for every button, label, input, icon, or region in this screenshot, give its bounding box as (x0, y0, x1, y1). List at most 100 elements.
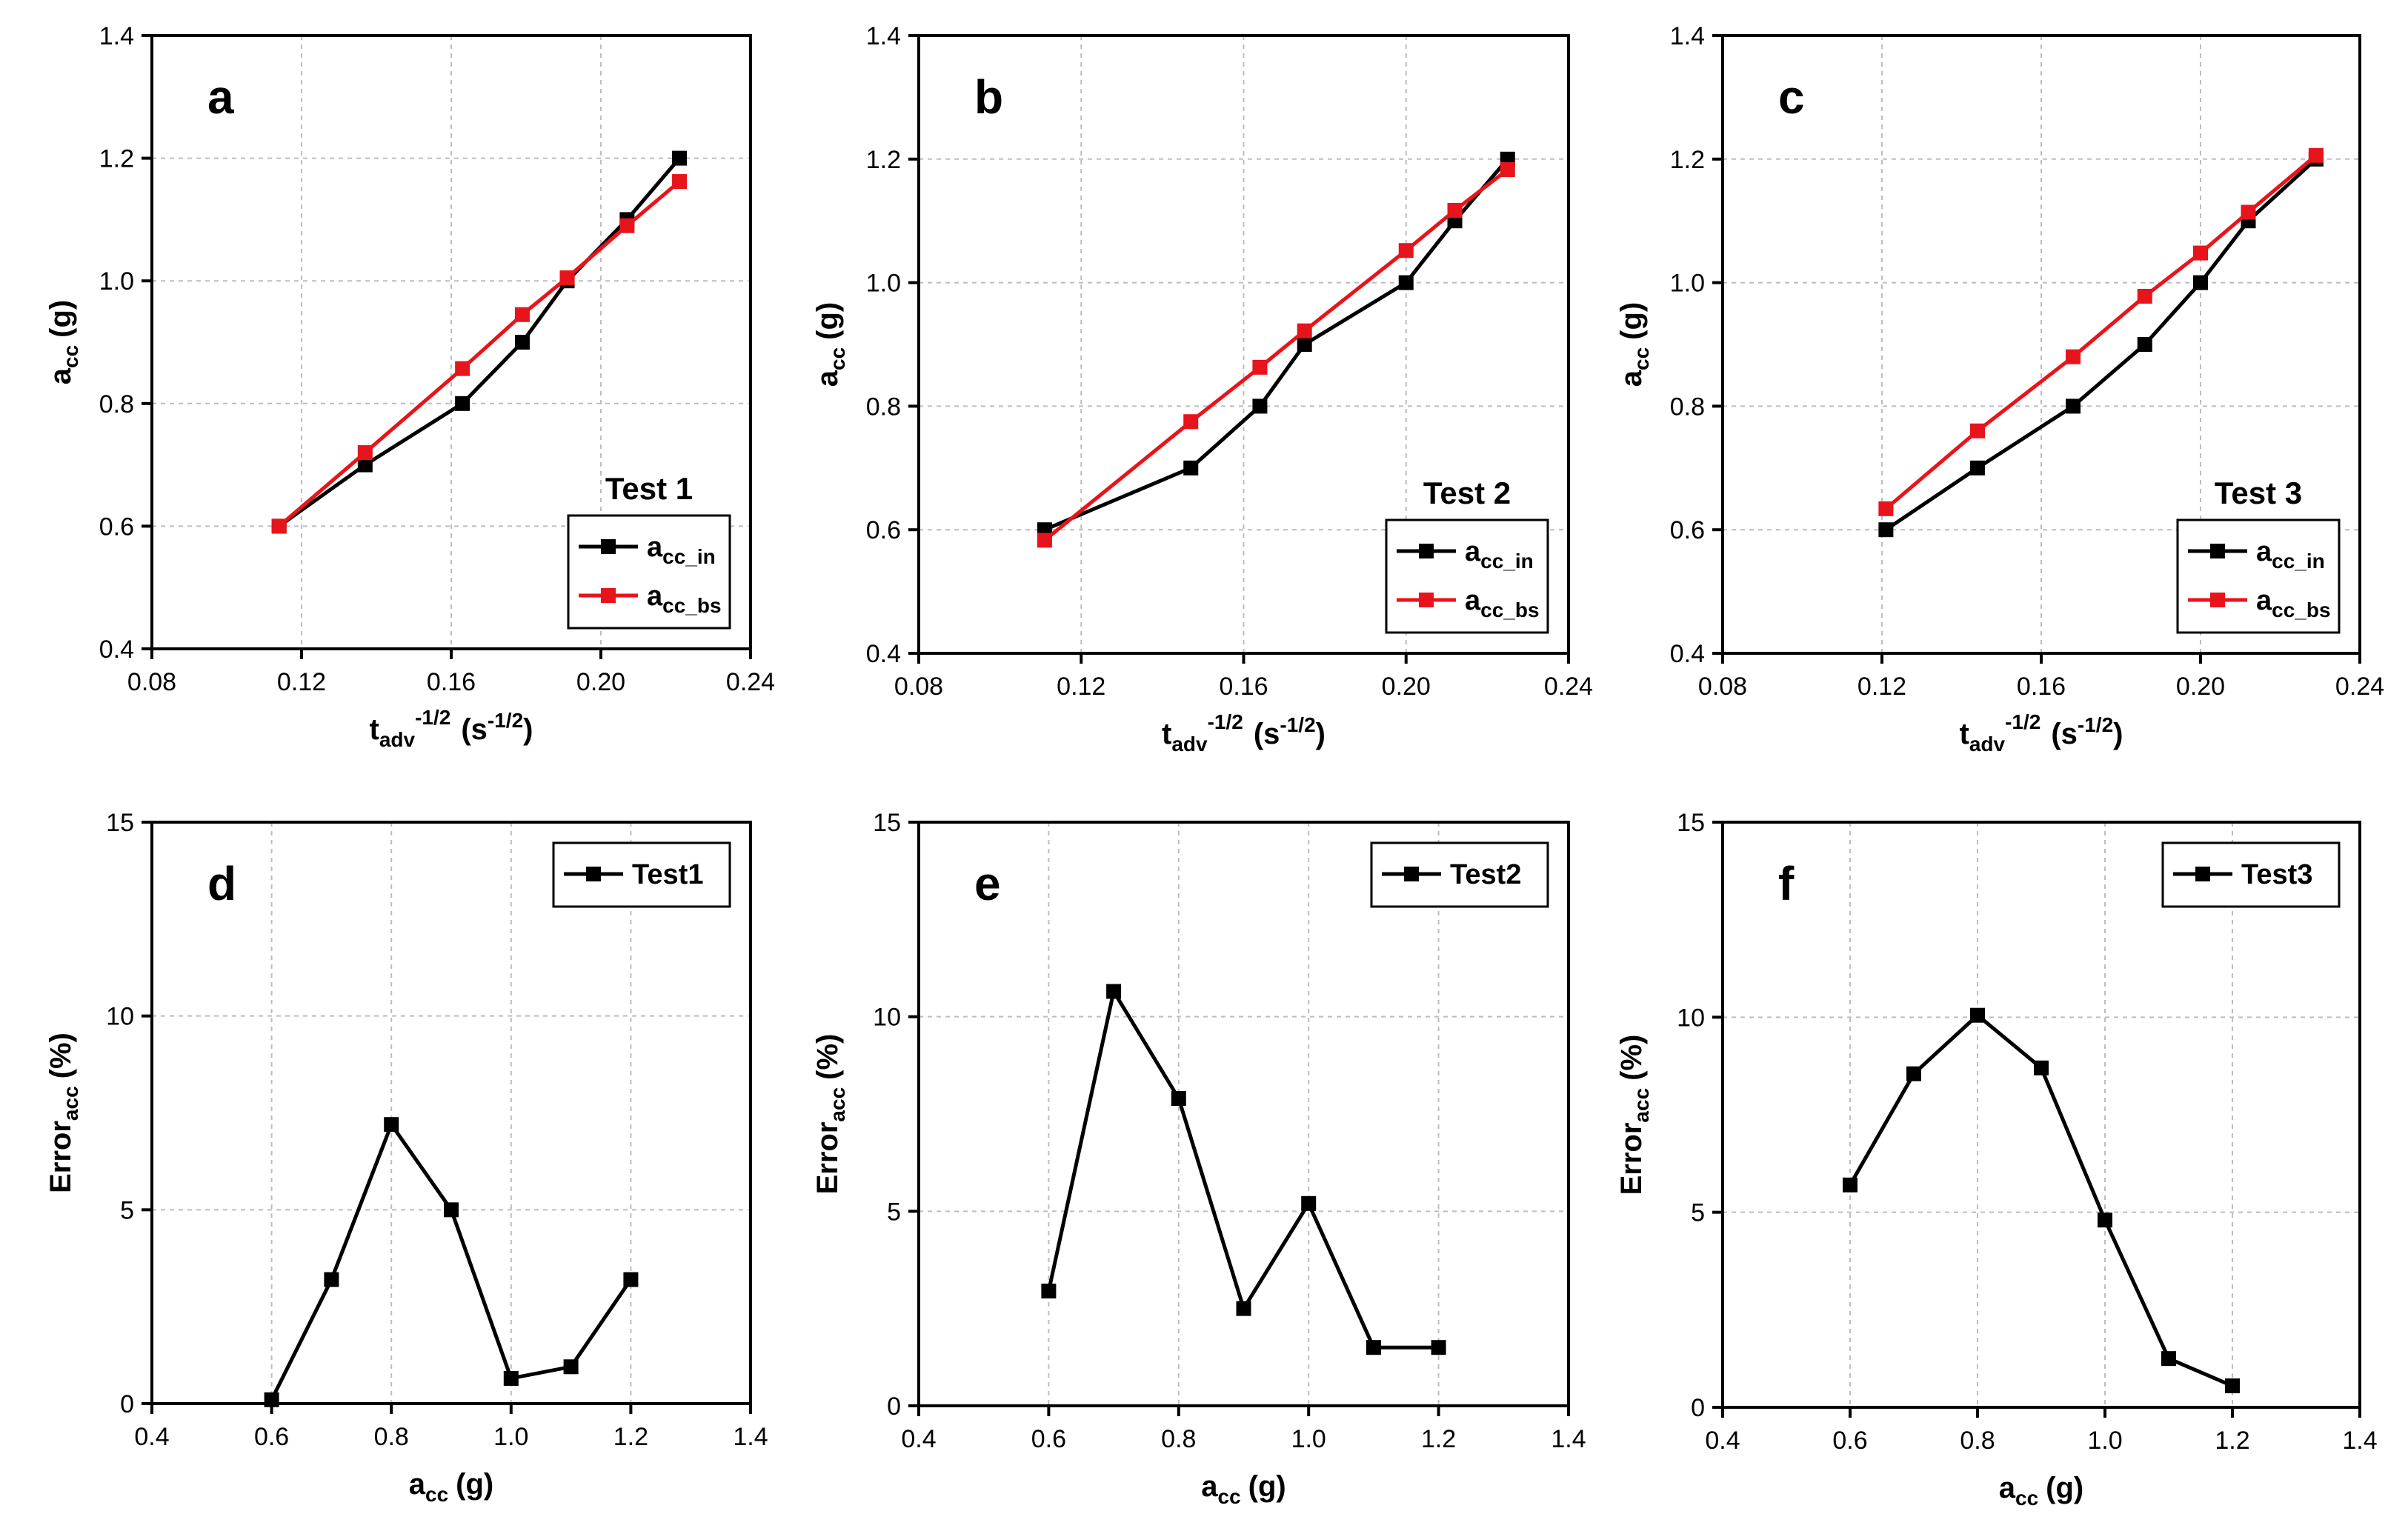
x-tick-label: 0.24 (1544, 673, 1593, 701)
x-tick-label: 0.24 (726, 668, 775, 696)
panel-letter: e (974, 857, 1001, 910)
legend-label: acc_in (647, 532, 716, 568)
legend-swatch-marker (1404, 867, 1419, 881)
x-tick-label: 1.2 (2215, 1427, 2249, 1455)
y-tick-label: 5 (887, 1198, 901, 1226)
legend-label: acc_bs (1465, 585, 1540, 621)
legend-label: Test1 (632, 859, 703, 890)
y-tick-label: 0.6 (1670, 516, 1705, 544)
data-point (2137, 288, 2152, 304)
gridlines (919, 822, 1569, 1406)
legend-label: Test2 (1450, 859, 1521, 890)
data-point (672, 150, 688, 166)
data-point (2066, 349, 2081, 364)
legend-box (2176, 518, 2341, 634)
x-tick-label: 0.8 (374, 1423, 409, 1451)
gridlines (152, 822, 751, 1404)
data-point (1041, 1284, 1057, 1299)
x-axis-title: acc (g) (409, 1468, 493, 1506)
y-tick-label: 15 (1677, 809, 1705, 837)
data-point (1252, 398, 1268, 414)
legend: Test1 (552, 841, 731, 908)
legend-box (1385, 518, 1549, 634)
gridlines (919, 36, 1569, 653)
x-axis-title: tadv-1/2 (s-1/2) (1960, 710, 2123, 756)
chart-panel-a: 0.08 0.12 0.16 0.20 0.24 0.4 0.6 0.8 1.0 1.2 1.4 ta… (44, 22, 775, 751)
data-point (1843, 1177, 1857, 1193)
y-axis-title: Erroracc(%) (1615, 1035, 1653, 1195)
data-point (1970, 423, 1985, 438)
data-point (1301, 1195, 1317, 1211)
data-point (271, 518, 287, 534)
x-tick-label: 0.6 (254, 1423, 289, 1451)
data-point (2308, 147, 2324, 163)
y-tick-label: 10 (106, 1003, 134, 1031)
x-tick-label: 0.12 (1057, 673, 1105, 701)
plot-frame (917, 821, 1570, 1407)
data-point (1970, 460, 1985, 476)
chart-panel-e: 0.4 0.6 0.8 1.0 1.2 1.4 0 5 10 15 acc (g) Erroracc(%… (811, 809, 1586, 1508)
data-point (384, 1117, 399, 1133)
x-tick-label: 1.0 (1291, 1425, 1326, 1453)
data-point (503, 1370, 519, 1386)
legend-label: Test3 (2241, 859, 2312, 890)
series-cc_bs (1878, 147, 2324, 516)
legend-swatch-marker (1419, 593, 1434, 607)
y-tick-label: 0 (887, 1392, 901, 1421)
y-tick-label: 1.0 (1670, 270, 1705, 298)
x-tick-label: 0.6 (1031, 1425, 1066, 1453)
y-tick-label: 10 (873, 1004, 901, 1032)
legend-label: acc_in (2256, 536, 2325, 573)
x-tick-label: 0.16 (427, 668, 476, 696)
y-axis-title: Erroracc(%) (44, 1033, 82, 1193)
data-point (1431, 1340, 1446, 1355)
x-axis-title: tadv-1/2 (s-1/2) (1162, 710, 1326, 756)
y-tick-label: 5 (120, 1196, 134, 1224)
y-tick-label: 0.4 (866, 640, 901, 668)
y-tick-label: 1.2 (1670, 146, 1705, 174)
chart-panel-b: 0.08 0.12 0.16 0.20 0.24 0.4 0.6 0.8 1.0 1.2 1.4 ta… (811, 22, 1593, 756)
x-axis-title: tadv-1/2 (s-1/2) (370, 706, 533, 751)
data-point (2137, 337, 2152, 352)
x-tick-label: 1.0 (493, 1423, 528, 1451)
y-tick-label: 10 (1677, 1004, 1705, 1032)
y-tick-label: 0.6 (99, 513, 134, 541)
data-point (264, 1392, 279, 1407)
x-tick-label: 0.6 (1832, 1427, 1867, 1455)
x-tick-label: 0.4 (134, 1423, 169, 1451)
panel-letter: a (207, 70, 234, 124)
y-axis-title: acc(g) (811, 302, 849, 387)
series-cc_in (1037, 151, 1515, 538)
gridlines (152, 36, 751, 649)
data-point (563, 1359, 579, 1375)
panel-letter: b (974, 70, 1003, 124)
x-tick-label: 0.24 (2335, 673, 2384, 701)
data-point (514, 335, 530, 350)
y-tick-label: 0.6 (866, 516, 901, 544)
legend: acc_in acc_bs (2176, 518, 2341, 634)
panel-annotation: Test 1 (605, 471, 693, 506)
data-point (1183, 460, 1199, 476)
series-Test1 (264, 1117, 639, 1407)
x-tick-label: 0.12 (1857, 673, 1906, 701)
y-tick-label: 0.8 (1670, 393, 1705, 421)
data-point (1398, 243, 1414, 258)
x-tick-label: 0.08 (127, 668, 176, 696)
series-Test2 (1041, 984, 1446, 1355)
legend: Test3 (2161, 841, 2341, 908)
data-point (455, 396, 470, 411)
legend-swatch-marker (601, 539, 616, 554)
data-point (1366, 1340, 1381, 1355)
x-tick-label: 0.4 (901, 1425, 936, 1453)
y-tick-label: 1.4 (1670, 22, 1705, 50)
data-point (623, 1272, 639, 1287)
data-point (1970, 1007, 1985, 1023)
legend-swatch-marker (1419, 544, 1434, 558)
y-tick-label: 0.8 (99, 390, 134, 418)
data-point (1037, 533, 1052, 548)
x-tick-label: 1.2 (613, 1423, 648, 1451)
y-tick-label: 0.4 (99, 636, 134, 664)
data-point (1297, 323, 1312, 338)
series-cc_bs (1037, 161, 1515, 548)
x-tick-label: 0.20 (576, 668, 625, 696)
